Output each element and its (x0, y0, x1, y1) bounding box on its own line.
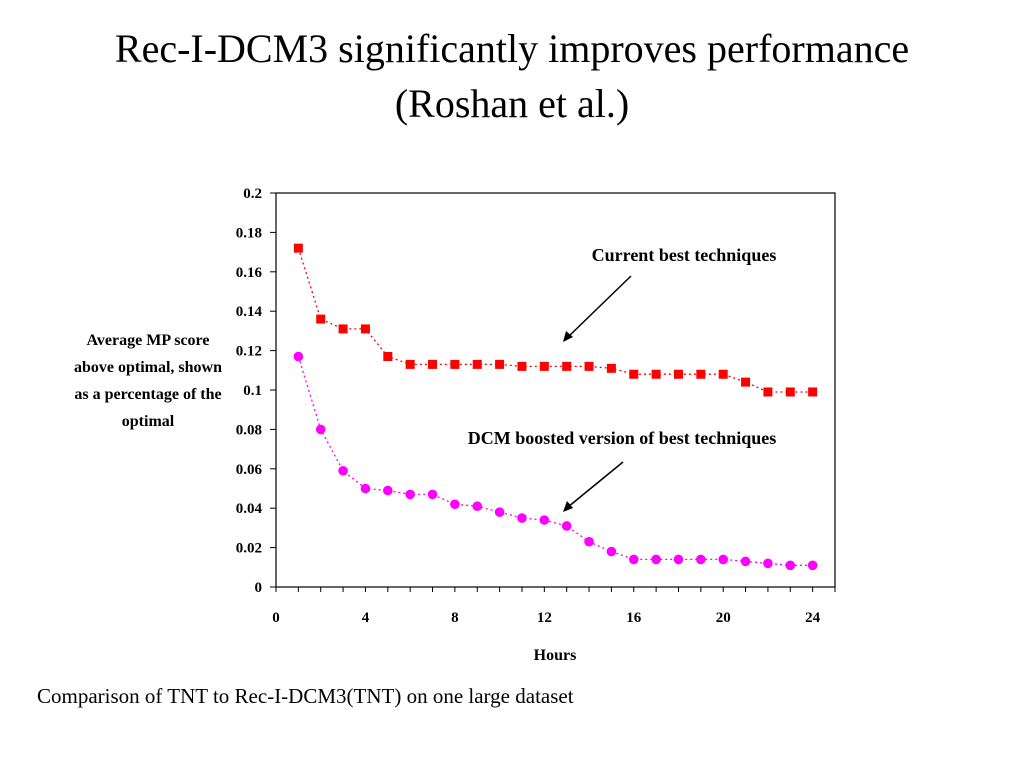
data-point-circle (427, 489, 438, 500)
y-tick-label: 0.04 (236, 501, 263, 517)
x-tick-label: 12 (537, 610, 552, 626)
data-point-square (763, 387, 773, 397)
data-point-circle (628, 554, 639, 565)
y-tick-label: 0 (255, 580, 263, 596)
data-point-circle (740, 556, 751, 567)
data-point-square (472, 359, 482, 369)
data-point-square (517, 361, 527, 371)
data-point-square (673, 369, 683, 379)
y-tick-label: 0.18 (236, 225, 262, 241)
data-point-square (405, 359, 415, 369)
plot-area (275, 192, 836, 588)
data-point-circle (696, 554, 706, 565)
data-point-square (696, 369, 706, 379)
arrowhead-current-best (563, 331, 573, 342)
slide-subtitle: (Roshan et al.) (394, 81, 630, 126)
slide-title: Rec-I-DCM3 significantly improves perfor… (114, 26, 910, 71)
data-point-circle (450, 499, 460, 510)
series-line-0 (297, 248, 813, 393)
data-point-square (785, 387, 795, 397)
x-tick-label: 0 (272, 610, 280, 626)
x-tick-label: 8 (451, 610, 459, 626)
data-point-circle (494, 507, 505, 517)
data-point-square (360, 324, 370, 334)
x-tick-label: 24 (805, 610, 821, 626)
data-point-circle (338, 465, 348, 476)
data-point-square (316, 314, 326, 324)
data-point-square (651, 369, 661, 379)
data-point-square (383, 352, 393, 362)
data-point-square (718, 369, 728, 379)
annotation-arrow-current-best (567, 275, 632, 338)
data-point-circle (651, 554, 661, 565)
y-tick-label: 0.02 (236, 541, 262, 557)
annotation-dcm-boosted: DCM boosted version of best techniques (468, 428, 777, 448)
data-point-square (562, 361, 572, 371)
y-tick-label: 0.2 (243, 186, 262, 202)
data-point-circle (293, 351, 304, 362)
data-point-circle (405, 489, 415, 500)
x-tick-label: 20 (716, 610, 731, 626)
y-tick-label: 0.12 (236, 344, 262, 360)
slide-caption: Comparison of TNT to Rec-I-DCM3(TNT) on … (37, 684, 574, 708)
data-point-square (428, 359, 438, 369)
data-point-square (338, 324, 348, 334)
data-point-square (495, 359, 505, 369)
arrowhead-dcm-boosted (563, 501, 573, 512)
y-axis: 0 0.02 0.04 0.06 0.08 0.1 0.12 0.14 0.16 0.18 0.2 (236, 186, 276, 596)
annotation-arrow-dcm-boosted (567, 461, 624, 508)
y-tick-label: 0.14 (236, 304, 263, 320)
series-layer (293, 243, 818, 571)
data-point-circle (785, 560, 796, 571)
data-point-circle (584, 536, 594, 547)
data-point-square (584, 361, 594, 371)
x-axis: 0 4 8 12 16 20 24 (272, 587, 836, 626)
data-point-circle (606, 546, 617, 557)
data-point-circle (472, 501, 483, 512)
data-point-circle (673, 554, 684, 565)
y-tick-label: 0.06 (236, 462, 263, 478)
y-tick-label: 0.08 (236, 422, 262, 438)
data-point-square (629, 369, 639, 379)
data-point-square (293, 243, 303, 253)
data-point-square (606, 363, 616, 373)
annotation-current-best: Current best techniques (592, 245, 777, 265)
y-axis-label: Average MP score above optimal, shown as… (73, 332, 223, 430)
x-axis-label: Hours (534, 647, 577, 664)
data-point-circle (517, 513, 527, 523)
data-point-circle (383, 485, 393, 496)
y-tick-label: 0.16 (236, 265, 263, 281)
data-point-square (539, 361, 549, 371)
data-point-circle (807, 560, 818, 571)
x-tick-label: 16 (626, 610, 642, 626)
data-point-square (741, 377, 751, 387)
data-point-square (808, 387, 818, 397)
x-tick-label: 4 (362, 610, 370, 626)
data-point-square (450, 359, 460, 369)
data-point-circle (718, 554, 728, 565)
data-point-circle (360, 483, 371, 494)
data-point-circle (539, 515, 550, 525)
y-tick-label: 0.1 (243, 383, 262, 399)
data-point-circle (763, 558, 773, 569)
data-point-circle (561, 521, 572, 531)
data-point-circle (315, 424, 326, 435)
